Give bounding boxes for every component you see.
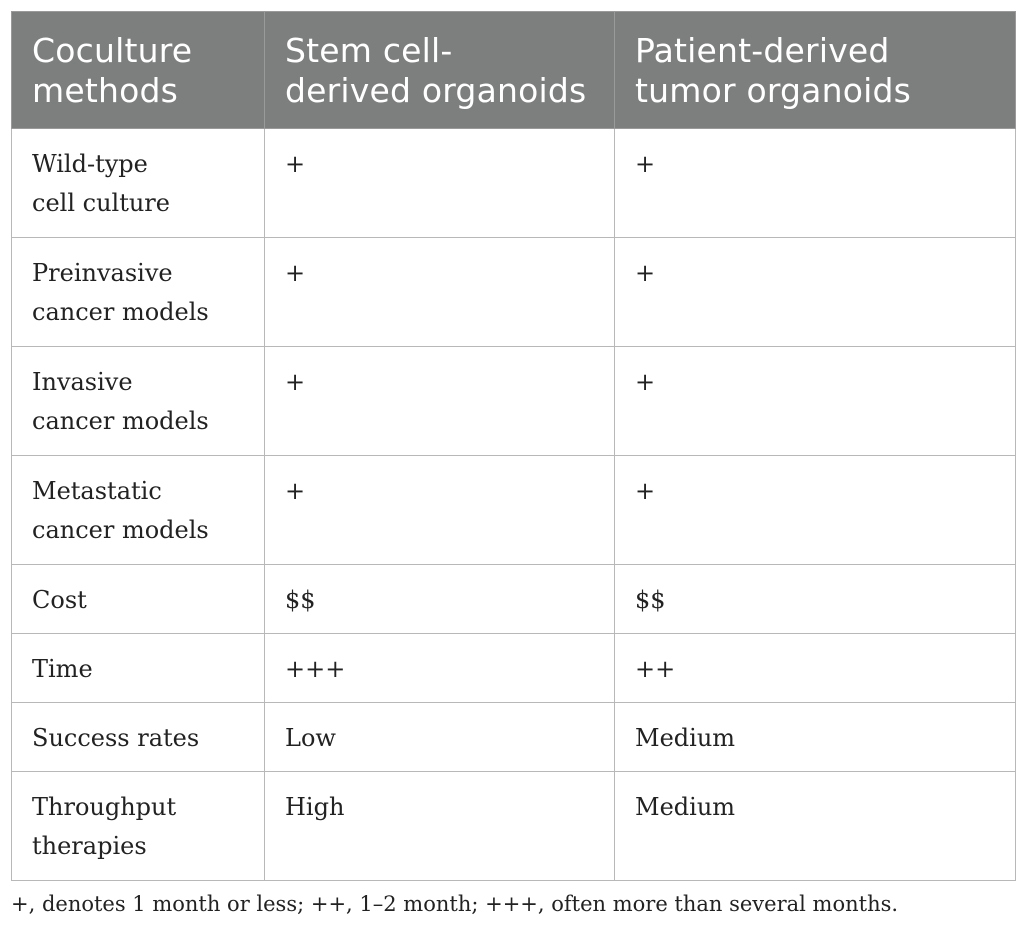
row-patient-cell: + — [614, 455, 1016, 565]
header-stem-cell-organoids: Stem cell- derived organoids — [264, 11, 615, 129]
row-stem-cell: + — [264, 128, 615, 238]
row-stem-cell: High — [264, 771, 615, 881]
row-stem-cell: +++ — [264, 633, 615, 703]
table-body: Wild-type cell culture + + Preinvasive c… — [11, 128, 1016, 881]
table-row: Metastatic cancer models + + — [11, 455, 1016, 565]
row-method-cell: Wild-type cell culture — [11, 128, 265, 238]
row-patient-cell: ++ — [614, 633, 1016, 703]
row-stem-cell: + — [264, 455, 615, 565]
row-stem-cell: Low — [264, 702, 615, 772]
table-row: Success rates Low Medium — [11, 702, 1016, 772]
row-method-cell: Preinvasive cancer models — [11, 237, 265, 347]
header-coculture-methods: Coculture methods — [11, 11, 265, 129]
table-row: Invasive cancer models + + — [11, 346, 1016, 456]
row-method-cell: Cost — [11, 564, 265, 634]
table-row: Wild-type cell culture + + — [11, 128, 1016, 238]
row-method-cell: Invasive cancer models — [11, 346, 265, 456]
row-stem-cell: $$ — [264, 564, 615, 634]
row-method-cell: Success rates — [11, 702, 265, 772]
row-stem-cell: + — [264, 237, 615, 347]
row-stem-cell: + — [264, 346, 615, 456]
row-patient-cell: + — [614, 346, 1016, 456]
row-patient-cell: Medium — [614, 771, 1016, 881]
comparison-table: Coculture methods Stem cell- derived org… — [11, 11, 1016, 881]
row-patient-cell: Medium — [614, 702, 1016, 772]
table-row: Time +++ ++ — [11, 633, 1016, 703]
row-patient-cell: $$ — [614, 564, 1016, 634]
row-patient-cell: + — [614, 237, 1016, 347]
comparison-table-container: Coculture methods Stem cell- derived org… — [11, 11, 1016, 881]
table-header: Coculture methods Stem cell- derived org… — [11, 11, 1016, 129]
row-method-cell: Time — [11, 633, 265, 703]
table-row: Cost $$ $$ — [11, 564, 1016, 634]
header-patient-derived-organoids: Patient-derived tumor organoids — [614, 11, 1016, 129]
table-row: Throughput therapies High Medium — [11, 771, 1016, 881]
row-method-cell: Metastatic cancer models — [11, 455, 265, 565]
table-row: Preinvasive cancer models + + — [11, 237, 1016, 347]
row-patient-cell: + — [614, 128, 1016, 238]
table-footnote: +, denotes 1 month or less; ++, 1–2 mont… — [11, 892, 899, 916]
row-method-cell: Throughput therapies — [11, 771, 265, 881]
header-row: Coculture methods Stem cell- derived org… — [11, 11, 1016, 129]
